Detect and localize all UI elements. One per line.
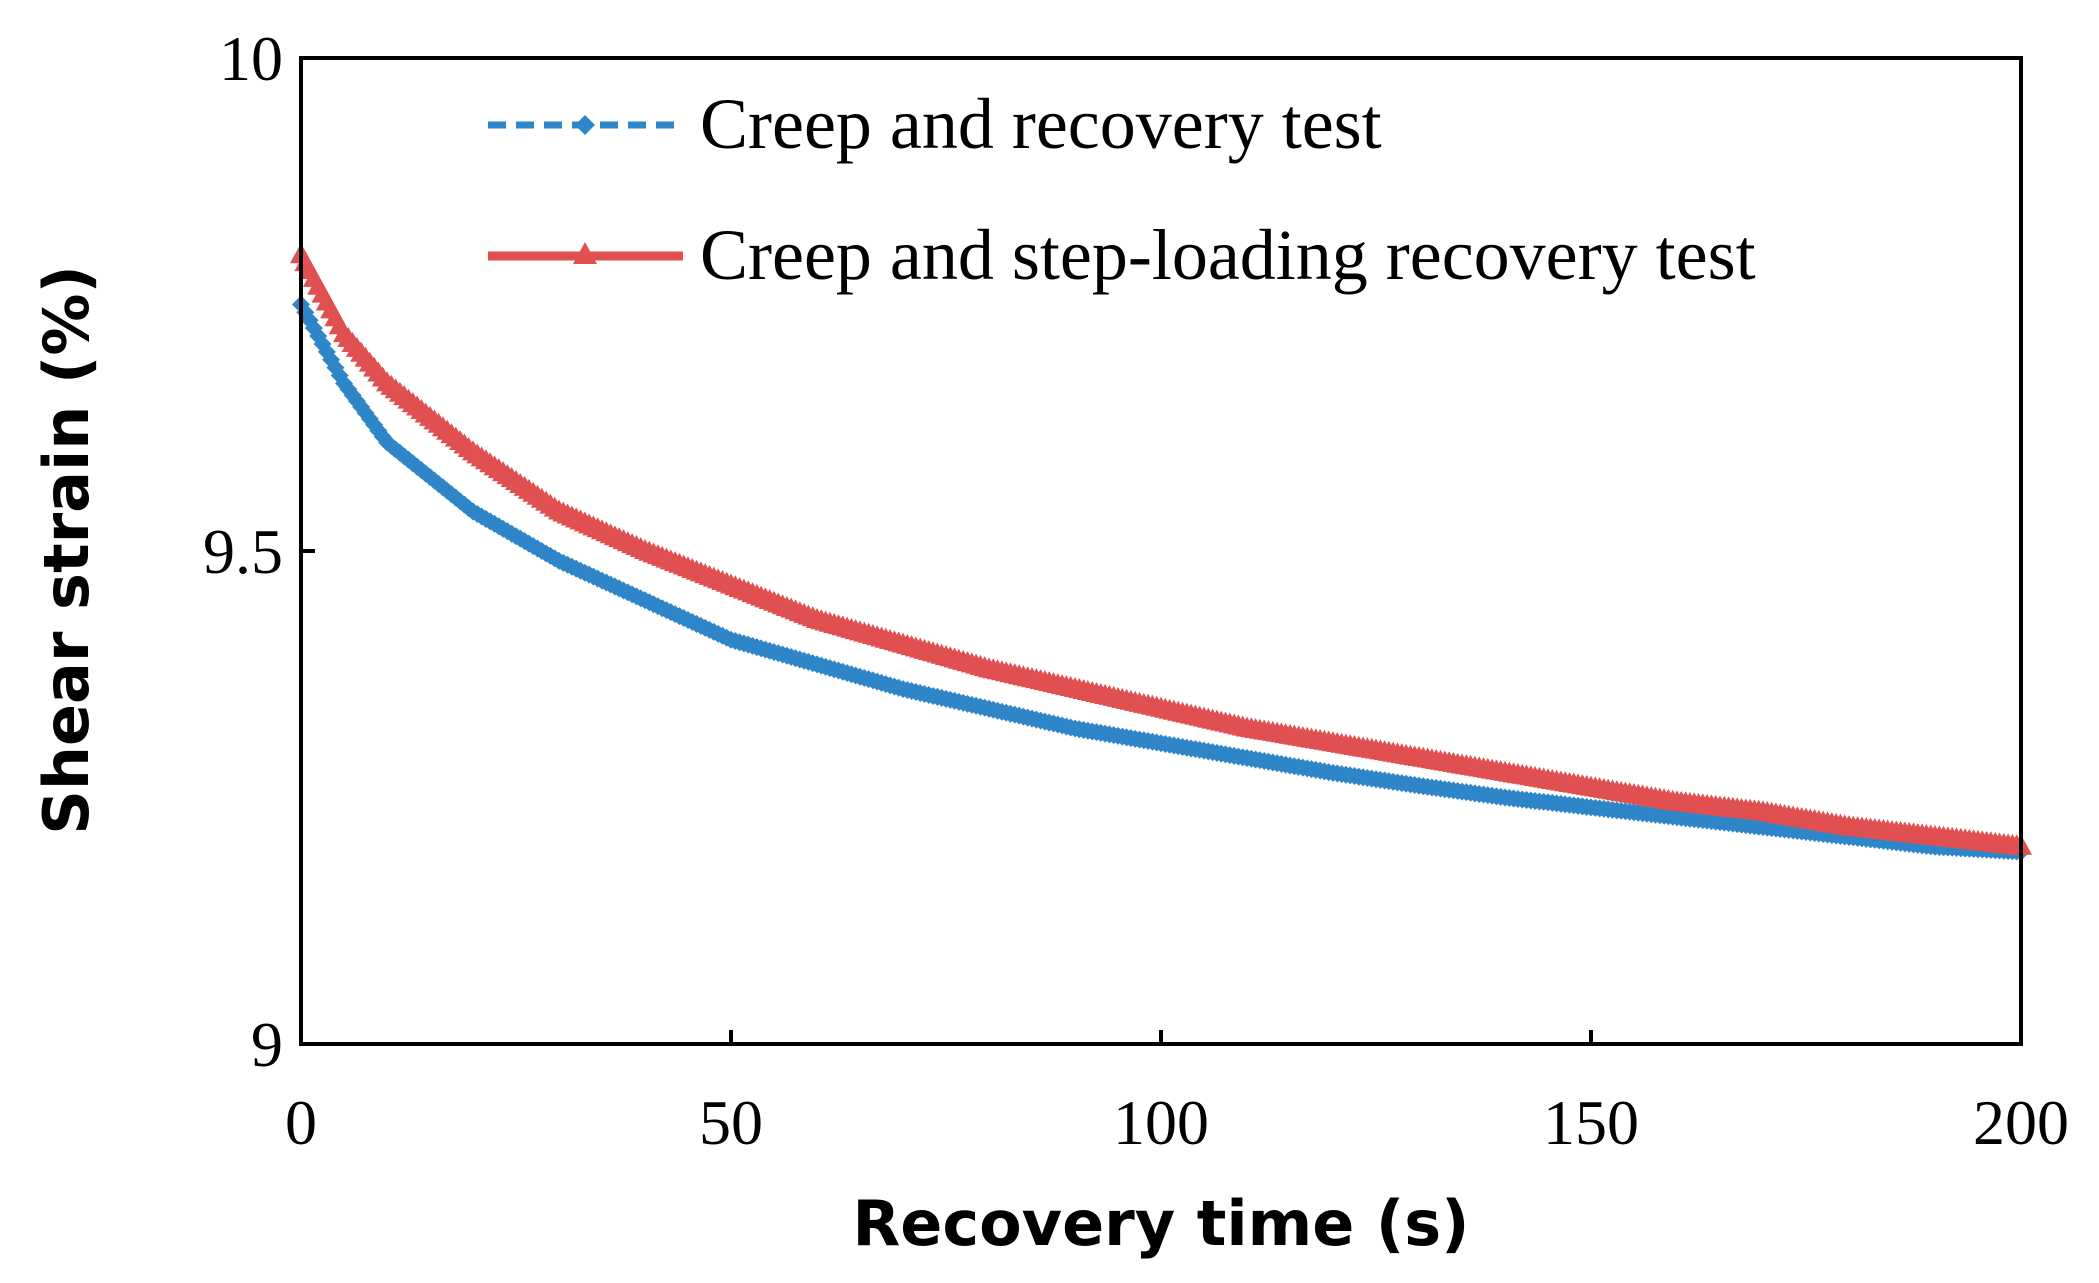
x-tick-label: 100 [1113, 1087, 1209, 1158]
x-axis: 0 50 100 150 200 [285, 1030, 2069, 1158]
x-tick-label: 0 [285, 1087, 317, 1158]
x-tick-label: 150 [1543, 1087, 1639, 1158]
y-tick-label: 9 [251, 1009, 283, 1080]
legend-label: Creep and recovery test [700, 84, 1382, 164]
series-markers [292, 295, 2030, 861]
legend-entry-step-loading: Creep and step-loading recovery test [488, 215, 1756, 295]
x-tick-label: 50 [699, 1087, 763, 1158]
legend-swatch-triangle-marker [573, 242, 597, 264]
series-line [298, 301, 2024, 855]
y-tick-label: 9.5 [203, 516, 283, 587]
x-axis-title: Recovery time (s) [853, 1187, 1470, 1260]
x-tick-label: 200 [1973, 1087, 2069, 1158]
plot-area-frame [299, 56, 2023, 1046]
y-tick-label: 10 [219, 23, 283, 94]
legend-label: Creep and step-loading recovery test [700, 215, 1756, 295]
y-axis-title: Shear strain (%) [30, 265, 103, 835]
legend-swatch-diamond-marker [575, 115, 595, 135]
legend-entry-creep-recovery: Creep and recovery test [488, 84, 1382, 164]
series-creep-recovery [292, 295, 2030, 861]
y-axis: 9 9.5 10 [203, 23, 315, 1080]
series-layer [290, 243, 2032, 861]
series-step-loading [290, 243, 2032, 855]
legend: Creep and recovery test Creep and step-l… [488, 84, 1756, 295]
series-line [297, 251, 2025, 851]
